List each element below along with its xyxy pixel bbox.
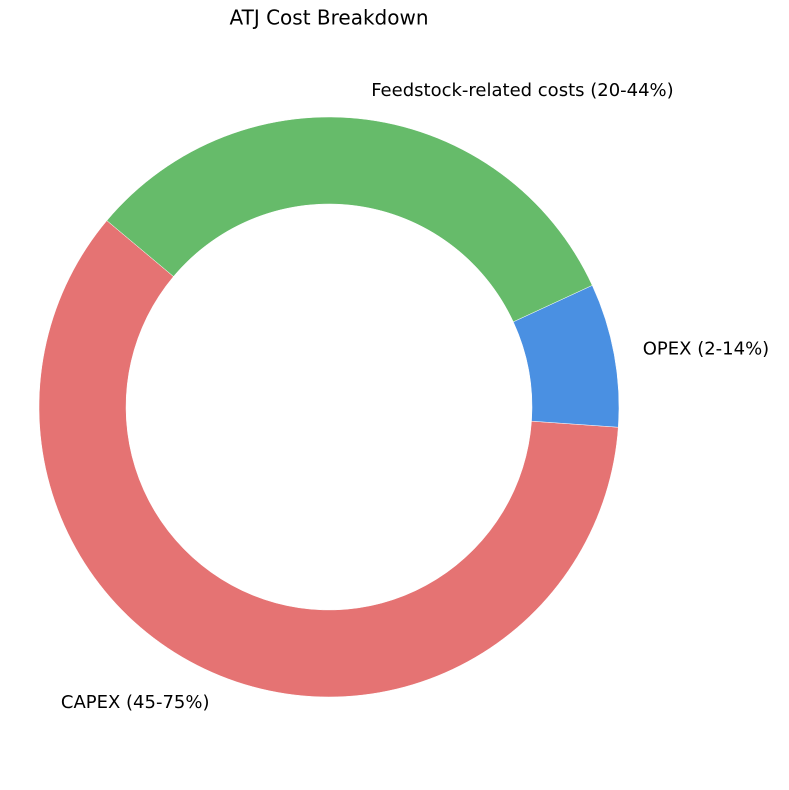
slice-label: CAPEX (45-75%) — [61, 692, 210, 713]
slice-label: OPEX (2-14%) — [643, 338, 769, 359]
donut-slice — [106, 116, 593, 323]
chart-title: ATJ Cost Breakdown — [229, 6, 428, 30]
slice-label: Feedstock-related costs (20-44%) — [371, 80, 674, 101]
donut-slice — [38, 220, 619, 698]
